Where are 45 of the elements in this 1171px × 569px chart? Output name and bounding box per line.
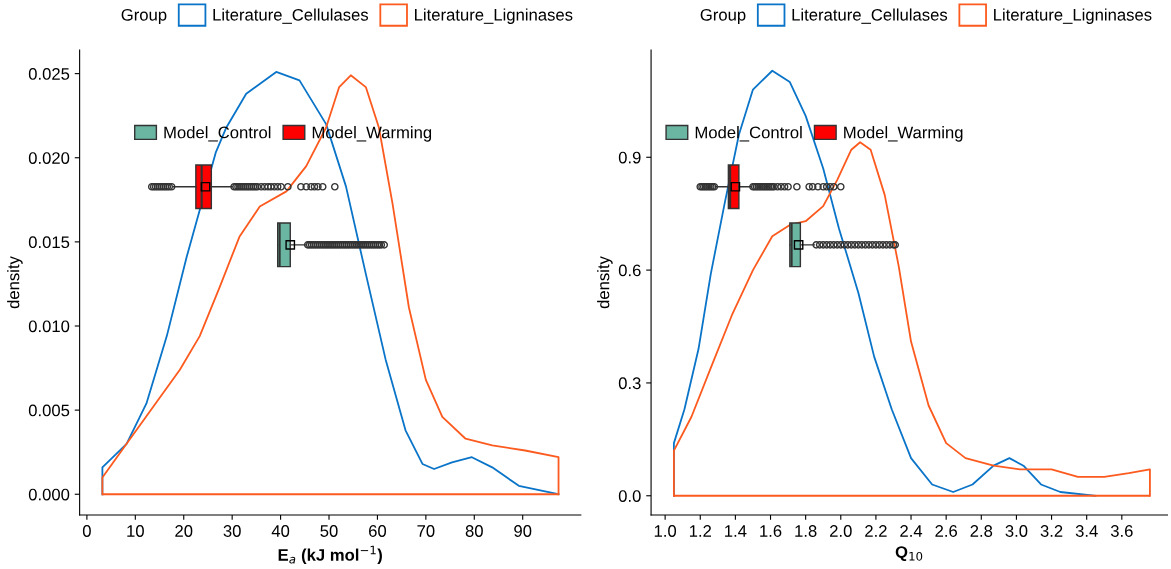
x-tick-label: 2.8	[970, 525, 993, 537]
x-tick-label: 1.2	[689, 525, 712, 537]
x-tick-label: 80	[465, 525, 483, 537]
x-axis-title: Q$_{10}$	[895, 546, 923, 562]
legend-label: Literature_Ligninases	[415, 8, 573, 24]
x-tick-label: 1.6	[760, 525, 782, 537]
legend-label: Literature_Cellulases	[792, 8, 948, 24]
y-tick-label: 0.3	[618, 377, 641, 390]
x-tick-label: 3.6	[1110, 525, 1133, 537]
x-tick-label: 1.8	[795, 525, 817, 537]
x-tick-label: 0	[82, 525, 91, 537]
x-tick-label: 70	[417, 525, 435, 537]
x-tick-label: 2.2	[865, 525, 887, 537]
legend-label: Model_Warming	[844, 126, 963, 142]
x-tick-label: 50	[320, 525, 338, 537]
x-tick-label: 20	[175, 525, 193, 537]
y-tick-label: 0.000	[28, 488, 70, 501]
x-tick-label: 10	[127, 525, 144, 537]
x-tick-label: 40	[271, 525, 290, 537]
y-tick-label: 0.025	[28, 68, 70, 80]
y-axis-title: density	[597, 256, 613, 309]
x-tick-label: 2.6	[935, 525, 958, 537]
y-tick-label: 0.0	[618, 490, 641, 502]
legend-label: Literature_Ligninases	[994, 8, 1152, 24]
x-axis-title: E$_{a}$ (kJ mol$^{−1}$)	[278, 545, 382, 565]
legend-label: Literature_Cellulases	[213, 8, 369, 24]
y-axis-title: density	[7, 256, 23, 309]
y-tick-label: 0.020	[28, 152, 70, 164]
y-tick-label: 0.6	[618, 264, 641, 277]
x-tick-label: 60	[369, 525, 387, 537]
x-tick-label: 3.2	[1040, 525, 1063, 537]
x-tick-label: 90	[514, 525, 532, 537]
x-tick-label: 2.0	[830, 525, 852, 537]
y-tick-label: 0.9	[618, 151, 641, 164]
y-tick-label: 0.010	[28, 320, 70, 333]
x-tick-label: 30	[223, 525, 241, 537]
y-tick-label: 0.015	[28, 236, 70, 249]
x-tick-label: 3.4	[1075, 525, 1098, 537]
x-tick-label: 2.4	[900, 525, 923, 537]
x-tick-label: 1.4	[725, 525, 747, 537]
legend-title: Group	[121, 8, 167, 24]
x-tick-label: 1.0	[654, 525, 677, 537]
y-tick-label: 0.005	[28, 404, 70, 417]
x-tick-label: 3.0	[1005, 525, 1028, 537]
legend-title: Group	[700, 8, 746, 24]
